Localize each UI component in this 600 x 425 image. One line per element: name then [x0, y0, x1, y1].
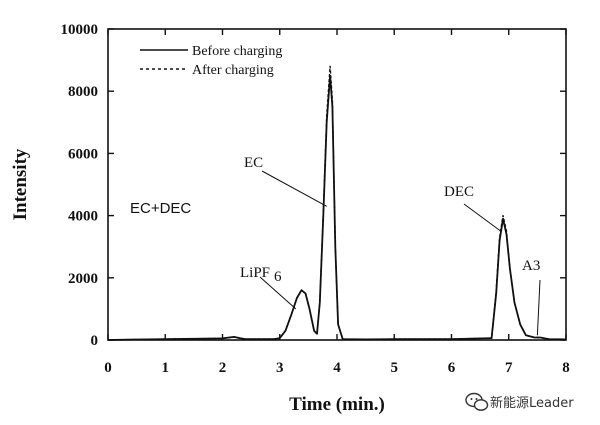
series-line-after-charging: [107, 65, 567, 341]
annotation-label: A3: [522, 258, 540, 274]
plot-layer: 0 1 2 3 4 5 6 7 8 0 2000 4000 6000 8000 10000 Time (min…: [10, 22, 570, 415]
annotation-label: DEC: [444, 184, 474, 200]
annotation-subscript: 6: [274, 269, 282, 285]
watermark-text: 新能源Leader: [490, 395, 574, 411]
y-axis-title: Intensity: [10, 148, 31, 220]
x-tick-label: 3: [276, 360, 284, 376]
annotation: LiPF 6: [240, 265, 297, 310]
y-tick-label: 6000: [68, 146, 98, 162]
annotation-leader: [536, 279, 541, 336]
x-tick-label: 6: [448, 360, 456, 376]
legend: Before charging After charging: [140, 44, 282, 78]
wechat-icon: [465, 392, 489, 411]
x-tick-label: 5: [391, 360, 399, 376]
watermark: 新能源Leader: [465, 392, 574, 411]
x-axis-title: Time (min.): [289, 394, 385, 415]
x-tick-label: 1: [162, 360, 170, 376]
y-tick-label: 10000: [61, 22, 99, 38]
overlay-label: EC+DEC: [130, 200, 191, 217]
x-tick-label: 7: [505, 360, 513, 376]
annotation: EC: [244, 155, 327, 207]
legend-label: After charging: [192, 63, 274, 78]
legend-label: Before charging: [192, 44, 282, 59]
annotation-leader: [261, 170, 327, 207]
y-tick-label: 4000: [68, 209, 98, 225]
annotation: A3: [522, 258, 541, 336]
y-tick-label: 8000: [68, 84, 98, 100]
annotation-leader: [259, 276, 297, 310]
y-tick-label: 2000: [68, 271, 98, 287]
x-tick-label: 8: [562, 360, 570, 376]
annotation-leader: [463, 203, 502, 232]
x-tick-label: 4: [333, 360, 341, 376]
annotation: DEC: [444, 184, 502, 232]
annotation-label: LiPF: [240, 265, 270, 281]
x-tick-label: 2: [219, 360, 227, 376]
annotation-label: EC: [244, 155, 263, 171]
y-tick-label: 0: [91, 333, 99, 349]
x-tick-label: 0: [104, 360, 112, 376]
